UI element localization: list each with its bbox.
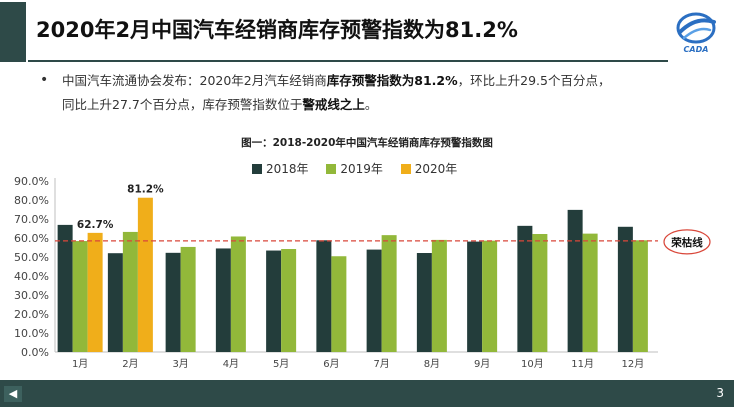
legend-item-2020: 2020年 — [400, 160, 458, 177]
x-tick-label: 2月 — [122, 358, 138, 370]
x-tick-label: 12月 — [622, 358, 645, 370]
legend-item-2019: 2019年 — [326, 160, 383, 177]
prev-slide-button[interactable]: ◀ — [4, 386, 22, 402]
bar-2019年-12月 — [632, 240, 648, 352]
page-number: 3 — [716, 386, 724, 400]
paragraph-line-2: 同比上升27.7个百分点，库存预警指数位于警戒线之上。 — [62, 94, 377, 113]
bar-2018年-3月 — [165, 252, 181, 352]
x-tick-label: 11月 — [571, 358, 594, 370]
y-tick-label: 90.0% — [14, 175, 49, 188]
paragraph-text: ，环比上升29.5个百分点， — [457, 73, 611, 88]
x-tick-label: 8月 — [424, 358, 440, 370]
chart-title: 图一：2018-2020年中国汽车经销商库存预警指数图 — [241, 137, 493, 149]
x-tick-label: 3月 — [172, 358, 188, 370]
y-tick-label: 0.0% — [21, 346, 49, 359]
y-tick-label: 40.0% — [14, 270, 49, 283]
bar-2018年-8月 — [416, 253, 432, 352]
header-divider — [28, 60, 668, 62]
y-tick-label: 50.0% — [14, 251, 49, 264]
x-tick-label: 6月 — [323, 358, 339, 370]
bullet-icon: • — [40, 72, 49, 88]
x-tick-label: 7月 — [373, 358, 389, 370]
data-label: 62.7% — [77, 219, 114, 231]
bar-2019年-7月 — [381, 235, 397, 352]
bar-2019年-11月 — [582, 233, 598, 352]
paragraph-highlight: 库存预警指数为81.2% — [326, 73, 458, 88]
y-tick-label: 20.0% — [14, 308, 49, 321]
x-tick-label: 1月 — [72, 358, 88, 370]
bar-2019年-2月 — [122, 231, 138, 352]
data-label: 81.2% — [127, 184, 164, 196]
y-tick-label: 10.0% — [14, 327, 49, 340]
bar-2019年-3月 — [180, 246, 196, 352]
legend-label-2019: 2019年 — [340, 162, 383, 176]
x-tick-label: 5月 — [273, 358, 289, 370]
paragraph-text: 同比上升27.7个百分点，库存预警指数位于 — [62, 97, 303, 112]
legend-label-2020: 2020年 — [414, 162, 458, 176]
threshold-callout-ring — [663, 229, 711, 255]
cada-logo: CADA — [676, 12, 716, 54]
legend-item-2018: 2018年 — [252, 160, 309, 177]
threshold-label: 荣枯线 — [670, 236, 703, 249]
header-accent-bar — [0, 2, 26, 62]
bar-2019年-9月 — [482, 240, 498, 352]
x-tick-label: 9月 — [474, 358, 490, 370]
legend-swatch-2018 — [252, 164, 262, 174]
legend-swatch-2019 — [326, 164, 337, 174]
bar-2020年-1月 — [87, 232, 103, 352]
slide-title: 2020年2月中国汽车经销商库存预警指数为81.2% — [36, 18, 518, 42]
slide-header: 2020年2月中国汽车经销商库存预警指数为81.2% CADA — [0, 0, 734, 62]
bar-2019年-8月 — [431, 239, 447, 352]
y-tick-label: 80.0% — [14, 194, 49, 207]
bar-2020年-2月 — [137, 197, 153, 352]
legend-swatch-2020 — [400, 164, 411, 174]
legend-label-2018: 2018年 — [266, 162, 309, 176]
bar-2019年-6月 — [331, 256, 347, 352]
slide-footer: ◀ 3 — [0, 380, 734, 407]
bar-2018年-12月 — [617, 226, 633, 352]
logo-wordmark: CADA — [684, 45, 709, 54]
bar-2018年-10月 — [517, 225, 533, 352]
bar-2019年-4月 — [230, 236, 246, 352]
y-tick-label: 30.0% — [14, 289, 49, 302]
bar-2019年-1月 — [72, 241, 88, 352]
bar-2018年-9月 — [467, 241, 483, 352]
x-tick-label: 4月 — [223, 358, 239, 370]
x-tick-label: 10月 — [521, 358, 544, 370]
paragraph-text: 中国汽车流通协会发布：2020年2月汽车经销商 — [62, 73, 327, 88]
bar-2019年-5月 — [281, 249, 297, 352]
y-tick-label: 60.0% — [14, 232, 49, 245]
paragraph-highlight: 警戒线之上 — [302, 97, 365, 112]
bar-2018年-6月 — [316, 240, 332, 352]
bar-2018年-7月 — [366, 249, 382, 352]
bar-2018年-11月 — [567, 209, 583, 352]
paragraph-text: 。 — [364, 97, 378, 112]
bar-2018年-5月 — [266, 250, 282, 352]
bar-2018年-4月 — [215, 248, 231, 352]
y-tick-label: 70.0% — [14, 213, 49, 226]
bar-2018年-1月 — [57, 224, 73, 352]
paragraph-line-1: 中国汽车流通协会发布：2020年2月汽车经销商库存预警指数为81.2%，环比上升… — [62, 70, 610, 89]
chart-legend: 2018年 2019年 2020年 — [252, 160, 471, 176]
bar-2019年-10月 — [532, 234, 548, 352]
bar-2018年-2月 — [107, 253, 123, 352]
